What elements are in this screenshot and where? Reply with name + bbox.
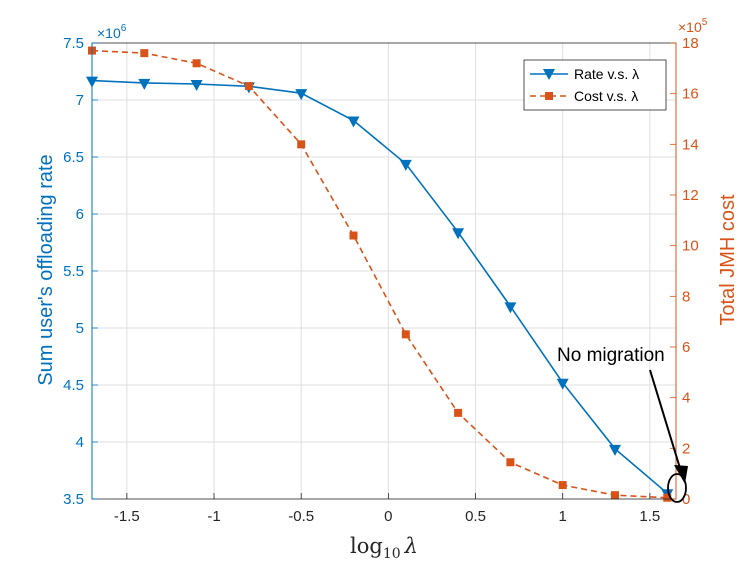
data-point-cost	[244, 82, 253, 91]
annotation-arrow-shaft	[649, 369, 684, 479]
legend-cost-marker	[545, 92, 553, 100]
x-tick-label: -0.5	[288, 508, 314, 525]
data-point-cost	[297, 140, 306, 149]
x-tick-label: -1.5	[114, 508, 140, 525]
right-y-tick-label: 0	[682, 491, 690, 508]
grid	[92, 43, 676, 499]
legend-box	[523, 59, 667, 111]
right-y-tick-label: 2	[682, 440, 690, 457]
x-tick-label: 0	[384, 508, 392, 525]
left-y-tick-label: 6	[76, 206, 84, 223]
series-layer	[86, 46, 674, 502]
legend-item-rate: Rate v.s. λ	[530, 66, 639, 82]
right-y-tick-label: 8	[682, 288, 690, 305]
left-axis-multiplier: ×106	[97, 23, 127, 41]
data-point-cost	[140, 49, 149, 58]
legend-item-cost: Cost v.s. λ	[530, 88, 638, 104]
legend: Rate v.s. λ Cost v.s. λ	[523, 59, 667, 111]
x-tick-label: 0.5	[465, 508, 486, 525]
left-y-tick-label: 7.5	[63, 35, 84, 52]
right-y-tick-label: 10	[682, 238, 699, 255]
data-point-rate	[347, 116, 360, 128]
data-point-rate	[608, 444, 621, 456]
x-tick-label: 1.5	[639, 508, 660, 525]
left-y-tick-label: 5	[76, 320, 84, 337]
data-point-rate	[190, 80, 203, 92]
data-point-cost	[558, 481, 567, 490]
legend-rate-label: Rate v.s. λ	[574, 66, 639, 82]
data-point-cost	[349, 231, 358, 240]
left-y-tick-label: 3.5	[63, 491, 84, 508]
legend-cost-label: Cost v.s. λ	[574, 88, 638, 104]
data-point-rate	[452, 228, 465, 240]
annotation-text: No migration	[557, 345, 665, 366]
data-point-cost	[454, 408, 463, 417]
right-y-axis-title: Total JMH cost	[717, 194, 739, 326]
right-axis-multiplier-base: ×10	[678, 19, 702, 35]
left-y-tick-label: 5.5	[63, 263, 84, 280]
x-tick-label: -1	[207, 508, 220, 525]
right-y-tick-label: 4	[682, 390, 690, 407]
x-axis-title-subscript: 10	[383, 546, 401, 561]
left-y-tick-label: 6.5	[63, 149, 84, 166]
x-tick-label: 1	[559, 508, 567, 525]
series-line-cost	[91, 49, 668, 499]
series-line-rate	[91, 79, 668, 494]
right-y-axis: 0 2 4 6 8 10 12 14 16 18	[670, 35, 699, 508]
left-y-tick-label: 7	[76, 92, 84, 109]
data-point-rate	[399, 159, 412, 171]
data-point-rate	[504, 302, 517, 314]
data-point-cost	[610, 491, 619, 500]
x-axis-title: log10 λ	[350, 534, 418, 561]
legend-rate-marker	[543, 69, 555, 80]
right-axis-multiplier-exponent: 5	[702, 17, 708, 28]
right-y-tick-label: 18	[682, 35, 699, 52]
right-axis-multiplier: ×105	[678, 17, 708, 35]
data-point-rate	[295, 89, 308, 101]
right-y-tick-label: 16	[682, 86, 699, 103]
x-axis-title-lambda: λ	[404, 534, 418, 558]
data-point-cost	[506, 458, 515, 467]
left-axis-multiplier-base: ×10	[97, 25, 121, 41]
data-point-cost	[401, 330, 410, 339]
right-y-tick-label: 12	[682, 187, 699, 204]
data-point-rate	[138, 78, 151, 90]
data-point-rate	[556, 378, 569, 390]
x-axis: -1.5 -1 -0.5 0 0.5 1 1.5	[114, 493, 660, 525]
annotation-circle	[667, 473, 687, 503]
right-y-tick-label: 6	[682, 339, 690, 356]
left-axis-multiplier-exponent: 6	[121, 23, 127, 34]
data-point-cost	[192, 59, 201, 68]
data-point-cost	[663, 493, 672, 502]
left-y-axis-title: Sum user's offloading rate	[35, 154, 57, 385]
left-y-tick-label: 4	[76, 434, 84, 451]
left-y-tick-label: 4.5	[63, 377, 84, 394]
right-y-tick-label: 14	[682, 136, 699, 153]
left-y-axis: 3.5 4 4.5 5 5.5 6 6.5 7 7.5	[63, 35, 98, 508]
x-axis-title-log: log	[350, 534, 383, 558]
